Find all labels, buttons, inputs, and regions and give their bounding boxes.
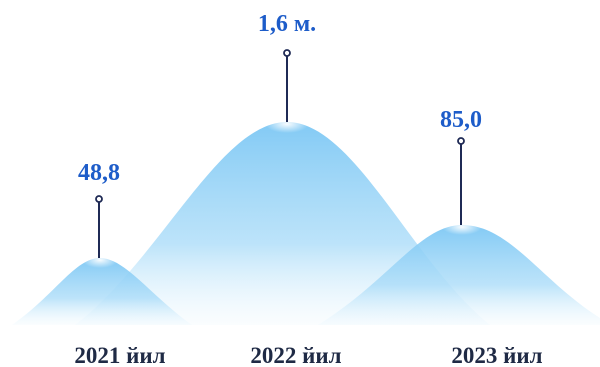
peak-glow [442,219,482,235]
pin-head [457,137,465,145]
peak-glow [82,252,118,268]
pin-head [283,49,291,57]
value-label: 1,6 м. [258,11,316,37]
year-label: 2022 йил [250,343,341,367]
mountain [12,258,192,325]
mountain [318,225,600,325]
value-label: 85,0 [440,107,482,133]
value-label: 48,8 [78,160,120,186]
year-label: 2021 йил [74,343,165,367]
pin-head [95,195,103,203]
peak-glow [265,115,309,133]
year-label: 2023 йил [451,343,542,367]
